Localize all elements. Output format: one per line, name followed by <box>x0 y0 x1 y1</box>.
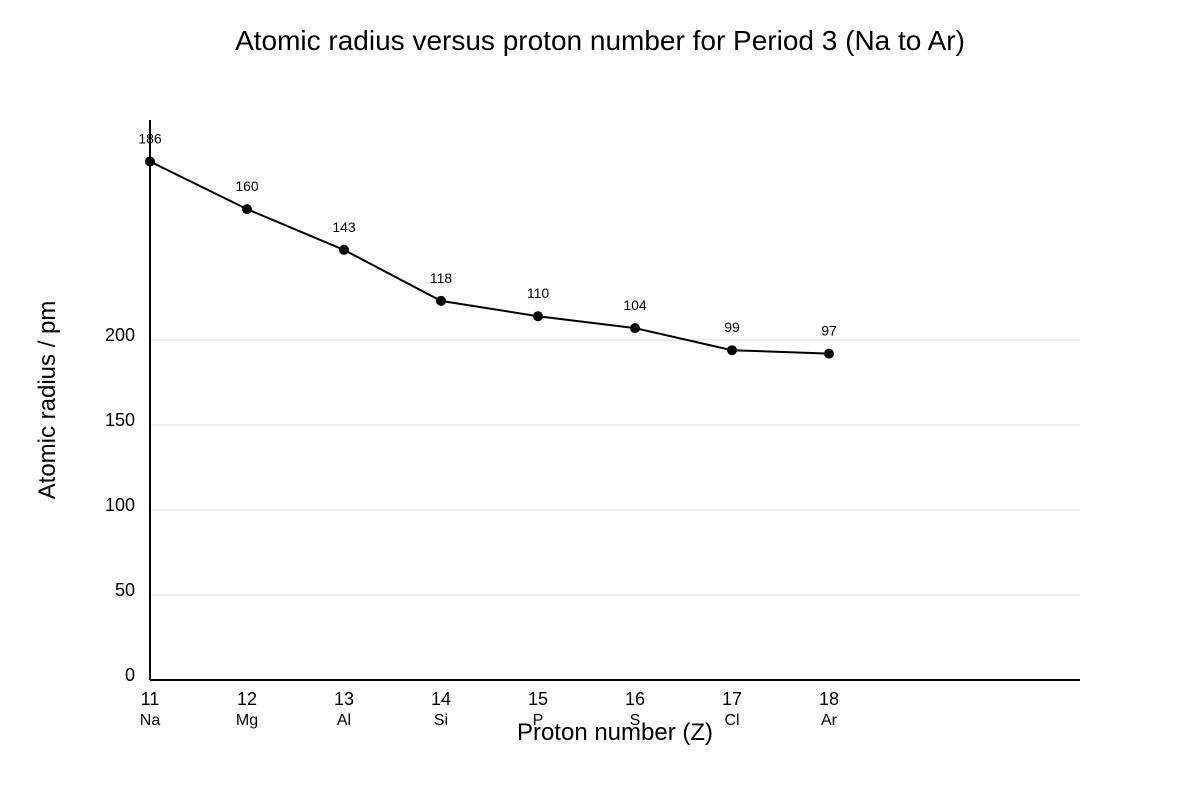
x-tick-label: 15 <box>528 689 548 709</box>
x-axis-title: Proton number (Z) <box>517 719 713 746</box>
data-point <box>727 345 737 356</box>
chart-title: Atomic radius versus proton number for P… <box>235 25 965 56</box>
x-tick-label: 14 <box>431 689 451 709</box>
x-tick-label: 16 <box>625 689 645 709</box>
x-tick-labels: 11 Na 12 Mg 13 Al 14 Si 15 P 16 S 17 Cl 18 Ar <box>140 689 839 729</box>
data-point <box>242 204 252 215</box>
data-label: 186 <box>138 131 162 147</box>
x-element-symbol: Al <box>337 712 351 729</box>
data-label: 104 <box>623 297 647 313</box>
x-element-symbol: Na <box>140 712 161 729</box>
data-point <box>824 348 834 359</box>
data-point <box>436 295 446 306</box>
data-label: 118 <box>430 270 453 286</box>
x-element-symbol: Ar <box>821 712 838 729</box>
series-line <box>149 160 830 355</box>
gridlines <box>150 339 1080 596</box>
y-tick-label: 100 <box>105 495 135 515</box>
data-label: 160 <box>235 178 259 194</box>
data-label: 143 <box>332 219 356 235</box>
x-element-symbol: Si <box>434 712 448 729</box>
y-tick-label: 150 <box>105 410 135 430</box>
x-element-symbol: S <box>630 712 641 729</box>
x-tick-label: 17 <box>722 689 742 709</box>
x-tick-label: 11 <box>141 689 160 709</box>
x-element-symbol: Cl <box>724 712 739 729</box>
x-element-symbol: Mg <box>236 712 258 729</box>
y-tick-label: 200 <box>105 325 135 345</box>
y-tick-label: 0 <box>125 665 135 685</box>
data-point <box>339 244 349 255</box>
data-point <box>533 311 543 322</box>
axes <box>149 120 1080 681</box>
data-label: 99 <box>724 319 740 335</box>
series: 186 160 143 118 110 104 99 97 <box>138 131 837 359</box>
x-tick-label: 12 <box>237 689 257 709</box>
data-point <box>145 156 155 167</box>
x-element-symbol: P <box>533 712 544 729</box>
x-tick-label: 18 <box>819 689 839 709</box>
data-label: 97 <box>821 323 837 339</box>
data-label: 110 <box>527 285 550 301</box>
data-point <box>630 323 640 334</box>
y-axis-title: Atomic radius / pm <box>34 301 61 500</box>
x-tick-label: 13 <box>334 689 354 709</box>
y-tick-labels: 0 50 100 150 200 <box>105 325 135 685</box>
y-tick-label: 50 <box>115 580 135 600</box>
